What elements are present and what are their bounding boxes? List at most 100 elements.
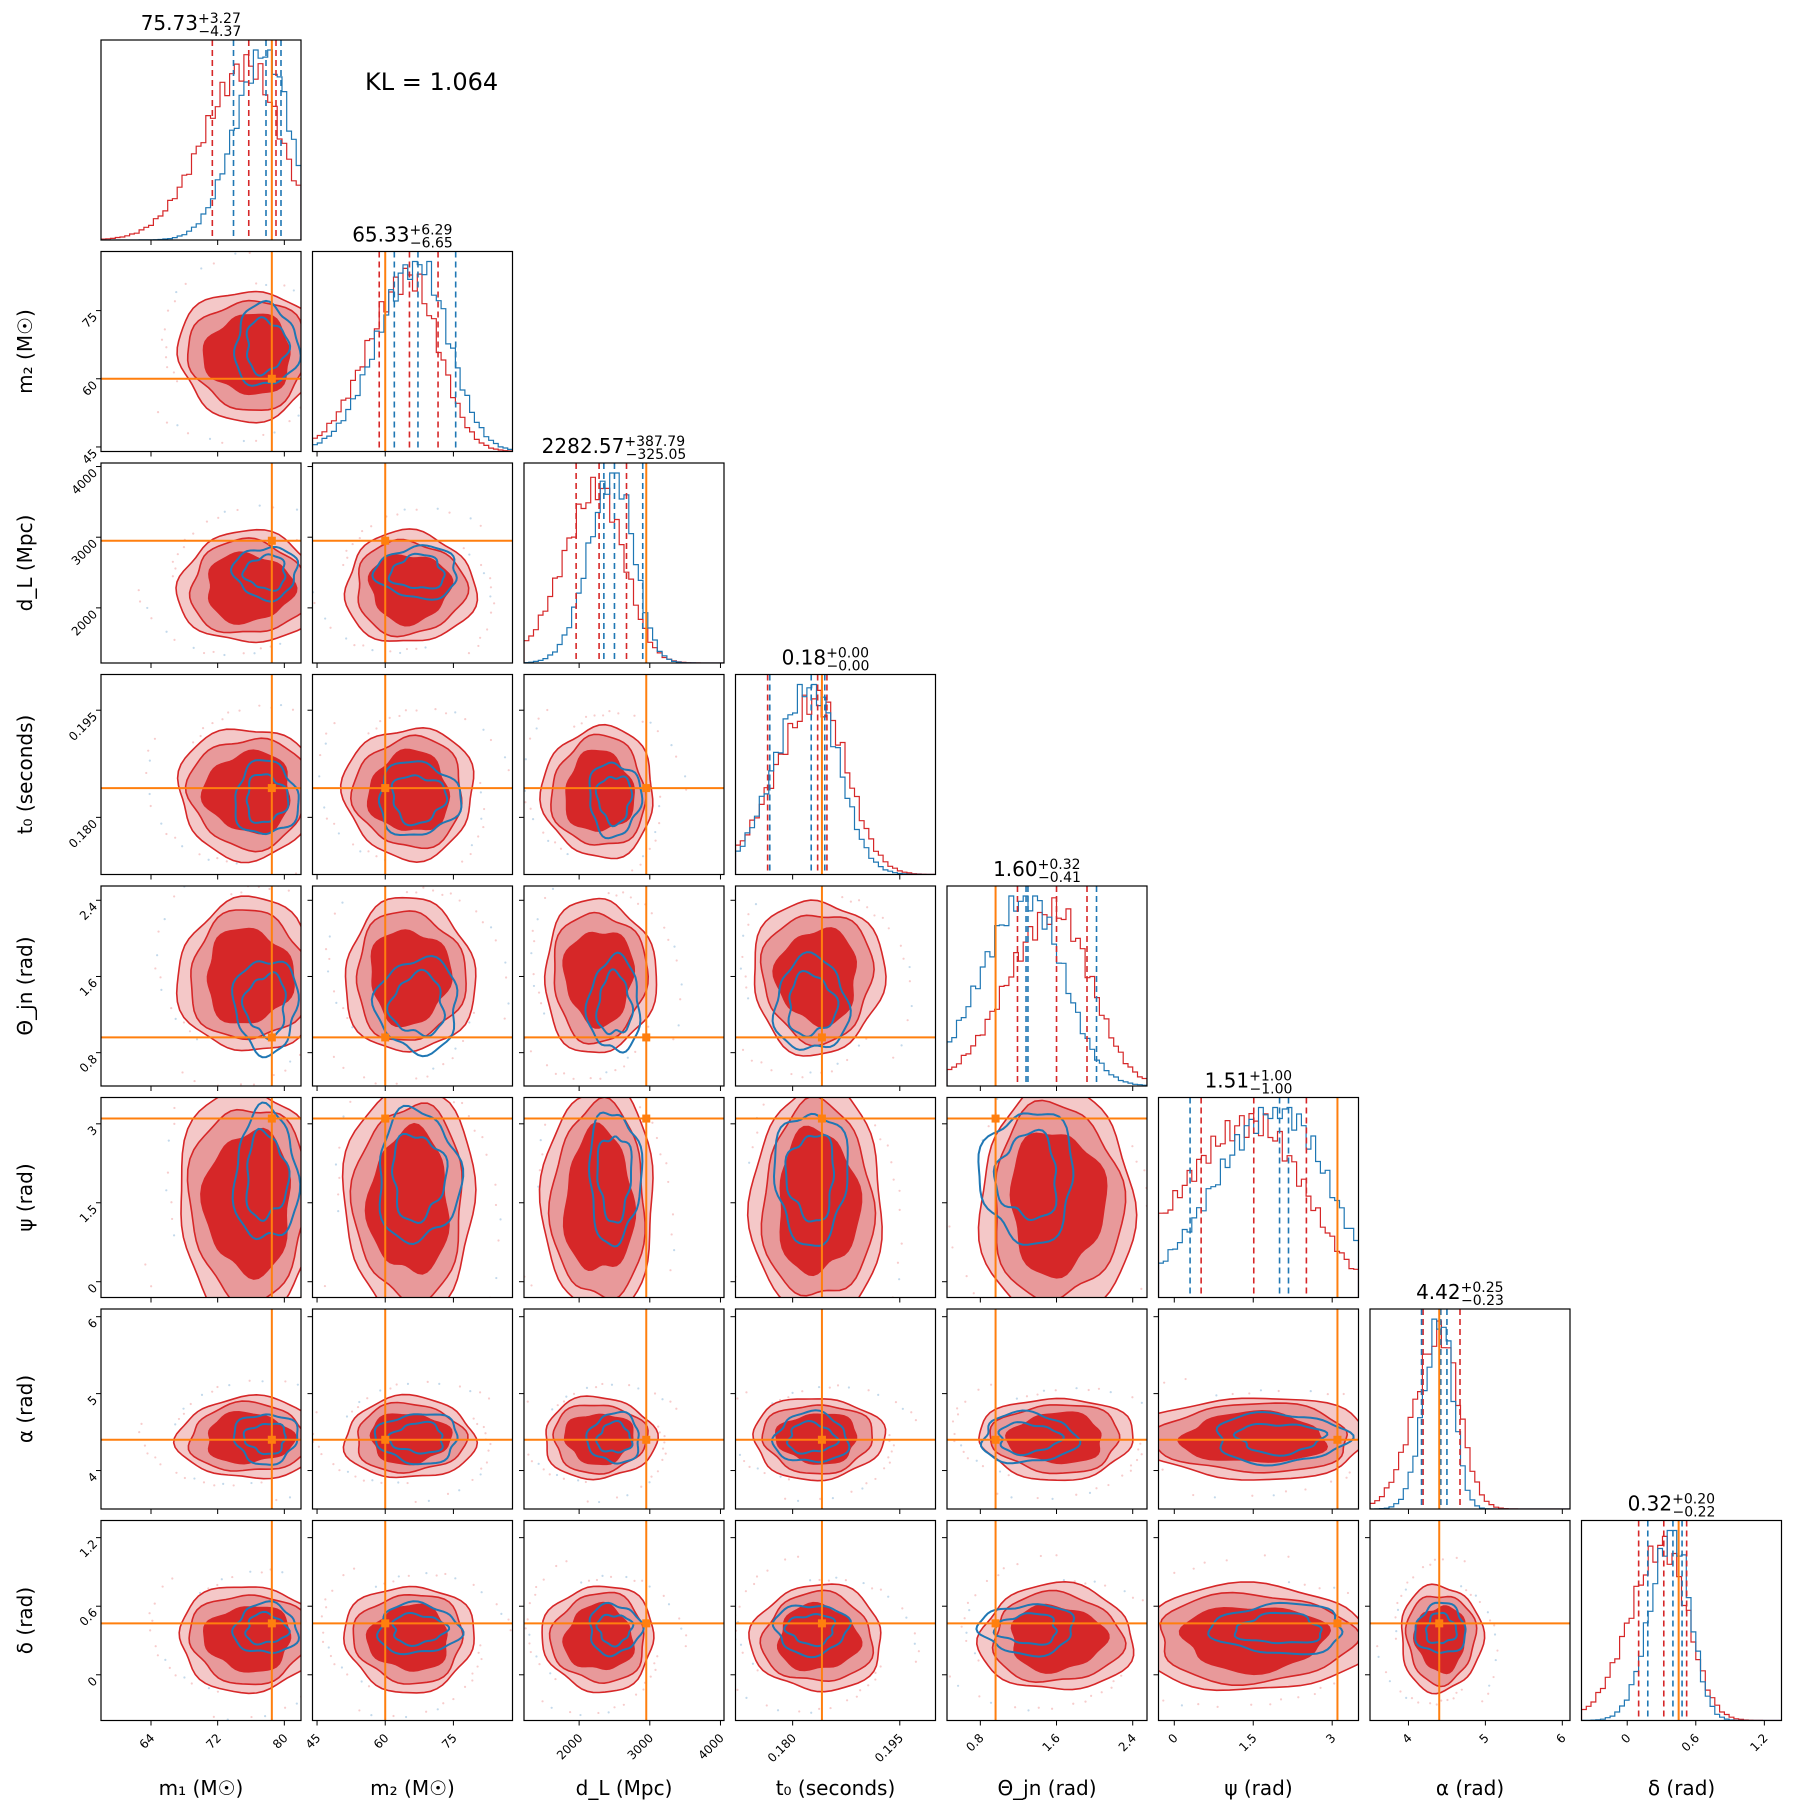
sample-point [528, 1602, 531, 1605]
sample-point [249, 1570, 252, 1573]
sample-point [487, 1397, 491, 1400]
sample-point [877, 1393, 880, 1396]
sample-point [678, 1617, 681, 1620]
sample-point [658, 1431, 661, 1434]
sample-point [607, 1711, 610, 1714]
sample-point [216, 1690, 220, 1693]
sample-point [818, 1578, 821, 1582]
sample-point [345, 637, 348, 640]
histogram-panel-delta: 0.32+0.20 −0.22 0 0.6 1.2 [1580, 1492, 1783, 1754]
sample-point [747, 997, 750, 1000]
y-tick-label: 5 [85, 1393, 100, 1408]
sample-point [351, 1026, 354, 1029]
y-tick-label: 0.8 [77, 1052, 100, 1075]
sample-point [220, 1578, 223, 1581]
truth-marker [1333, 1435, 1342, 1444]
sample-point [327, 1654, 329, 1656]
axes-frame [311, 462, 514, 664]
sample-point [948, 1225, 951, 1228]
y-tick-label: 3000 [69, 536, 100, 567]
sample-point [1063, 1383, 1065, 1385]
sample-point [469, 852, 472, 856]
sample-point [407, 1574, 410, 1577]
sample-point [917, 1650, 920, 1653]
sample-point [171, 575, 174, 578]
x-tick-label: 0.180 [765, 1731, 799, 1765]
truth-marker [817, 1033, 826, 1042]
sample-point [886, 1144, 889, 1147]
sample-point [751, 1662, 755, 1665]
axes-frame [734, 1308, 937, 1510]
sample-point [653, 1392, 657, 1395]
sample-point [729, 1411, 731, 1413]
sample-point [626, 1494, 629, 1497]
sample-point [1114, 1684, 1116, 1686]
sample-point [489, 738, 493, 742]
sample-point [1197, 1703, 1200, 1706]
truth-marker [991, 1435, 1000, 1444]
sample-point [183, 1676, 186, 1679]
histogram-title: 1.51+1.00 −1.00 [1205, 1069, 1293, 1098]
sample-point [533, 940, 536, 943]
sample-point [1494, 1658, 1497, 1662]
sample-point [335, 632, 337, 634]
contour-panel-m2-t0 [307, 673, 514, 888]
sample-point [1114, 1349, 1116, 1351]
sample-point [341, 901, 344, 904]
sample-point [663, 1435, 666, 1438]
sample-point [248, 251, 251, 254]
truth-marker [267, 1033, 276, 1042]
sample-point [153, 1602, 156, 1605]
sample-point [859, 1689, 862, 1692]
sample-point [1248, 1392, 1251, 1395]
sample-point [738, 1605, 741, 1608]
x-tick-label: 5 [1476, 1731, 1491, 1746]
red-histogram [735, 689, 936, 875]
sample-point [601, 1382, 604, 1386]
sample-point [663, 926, 666, 929]
sample-point [953, 1432, 956, 1436]
sample-point [351, 843, 355, 846]
sample-point [902, 957, 905, 960]
sample-point [524, 1627, 527, 1630]
axes-frame [311, 1308, 514, 1510]
sample-point [342, 1066, 345, 1069]
sample-point [153, 737, 157, 740]
sample-point [584, 1480, 587, 1484]
blue-contour-outer [231, 960, 300, 1059]
contour-panel-dL-theta [519, 885, 725, 1091]
sample-point [375, 727, 378, 730]
histogram-panel-m1: 75.73+3.27 −4.37 [100, 11, 302, 245]
sample-point [745, 1391, 748, 1394]
sample-point [503, 756, 507, 759]
sample-point [221, 441, 224, 444]
sample-point [476, 1422, 479, 1426]
red-histogram [1158, 1113, 1359, 1298]
sample-point [334, 1163, 338, 1166]
sample-point [429, 886, 431, 888]
sample-point [1433, 1558, 1437, 1561]
sample-point [1225, 1559, 1228, 1562]
sample-point [1103, 1584, 1107, 1587]
sample-point [324, 617, 327, 620]
sample-point [1112, 1680, 1115, 1683]
x-tick-label: 0 [1165, 1731, 1180, 1746]
sample-point [808, 862, 810, 864]
axes-frame [523, 673, 725, 876]
sample-point [325, 840, 327, 842]
blue-contour-outer [378, 1104, 465, 1246]
x-tick-label: 2.4 [1116, 1731, 1139, 1754]
sample-point [223, 653, 226, 657]
sample-point [261, 1380, 264, 1383]
sample-point [1062, 1579, 1065, 1582]
sample-point [175, 380, 179, 383]
sample-point [323, 1417, 325, 1419]
sample-point [962, 1450, 965, 1454]
contour-panel-m1-alpha: 4 5 6 [85, 1308, 325, 1514]
sample-point [1395, 1630, 1398, 1633]
sample-point [1137, 1392, 1139, 1394]
sample-point [1399, 1690, 1402, 1693]
sample-point [489, 595, 492, 598]
contour-panel-m1-psi: 01.53 [77, 1096, 302, 1303]
sample-point [554, 1072, 557, 1075]
